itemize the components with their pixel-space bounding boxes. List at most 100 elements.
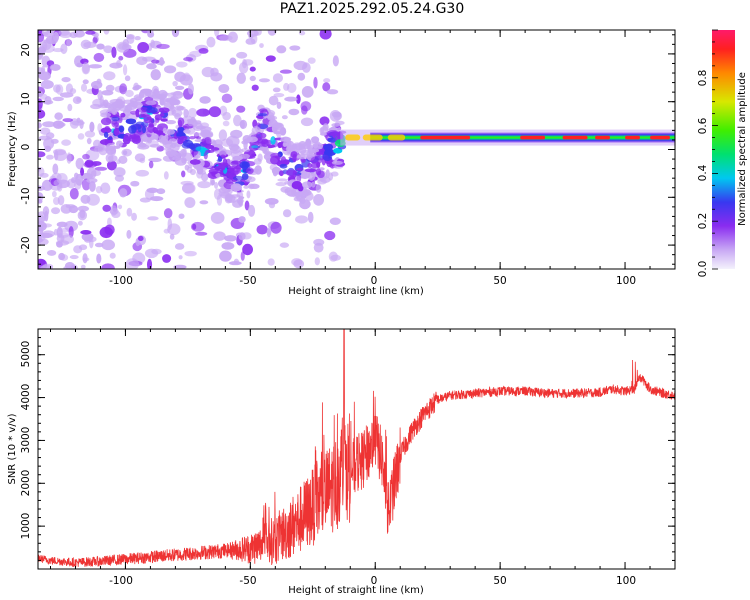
spectrogram-blob	[196, 136, 202, 140]
spectrogram-blob	[184, 197, 196, 209]
spectrogram-blob	[141, 126, 147, 134]
spectrogram-blob	[183, 129, 191, 134]
spectrogram-blob	[113, 127, 120, 136]
spectrogram-blob	[90, 170, 102, 177]
spectrogram-blob	[56, 173, 68, 185]
spectrogram-blob	[86, 137, 92, 145]
spectrogram-blob	[322, 82, 331, 92]
spectrogram-blob	[236, 72, 246, 84]
spectrogram-blob	[133, 82, 140, 91]
spectrogram-blob	[181, 182, 196, 194]
spectrogram-blob	[171, 30, 180, 38]
colorbar-tick-label: 0.2	[697, 213, 709, 230]
spectrogram-blob	[106, 142, 116, 151]
spectrogram-blob	[41, 230, 55, 238]
spectrogram-blob	[80, 167, 85, 176]
spectrogram-blob	[320, 132, 327, 136]
spectrogram-frame	[37, 29, 676, 270]
spectrogram-blob	[236, 197, 244, 205]
spectrogram-blob	[55, 84, 64, 95]
spectrogram-blob	[327, 137, 338, 143]
colorbar-tick-label: 0.8	[697, 70, 709, 87]
spectrogram-blob	[331, 123, 341, 127]
spectrogram-blob	[131, 212, 137, 221]
spectrogram-blob	[172, 80, 178, 87]
spectrogram-blob	[277, 178, 288, 182]
spectrogram-blob	[265, 55, 276, 62]
spectrogram-blob	[216, 194, 223, 206]
spectrogram-blob	[309, 151, 317, 157]
spectrogram-blob	[316, 170, 325, 179]
spectrogram-blob	[155, 117, 160, 123]
spectrogram-blob	[38, 221, 47, 232]
spectrogram-blob	[284, 96, 298, 102]
spectrogram-blob	[82, 153, 90, 160]
spectrogram-blob	[38, 166, 45, 177]
spectrogram-blob	[276, 129, 282, 138]
spectrogram-blob	[214, 181, 219, 189]
spectrogram-blob	[68, 226, 74, 238]
spectrogram-blob	[233, 114, 242, 127]
spectrogram-blob	[230, 160, 239, 166]
spectrogram-blob	[307, 211, 314, 224]
spectrogram-blob	[270, 155, 280, 165]
spectrogram-blob	[53, 149, 68, 161]
spectrogram-blob	[156, 188, 166, 195]
spectrogram-blob	[162, 254, 172, 263]
spectrogram-blob	[136, 106, 149, 113]
spectrogram-blob	[38, 98, 43, 110]
spectrogram-blob	[189, 159, 201, 165]
spectrogram-blob	[107, 155, 118, 162]
spectrogram-blob	[66, 152, 72, 164]
spectrogram-blob	[264, 197, 279, 205]
snr-panel: -100 -50 0 50 100 1000 2000 3000 4000 50…	[7, 328, 676, 596]
spectrogram-blob	[193, 164, 203, 170]
spectrogram-blob	[283, 82, 290, 91]
bottom-xtick-label: 50	[493, 575, 506, 587]
spectrogram-blob	[248, 33, 254, 39]
spectrogram-blob	[319, 30, 332, 40]
spectrogram-blob	[196, 169, 203, 179]
spectrogram-blob	[105, 84, 115, 92]
spectrogram-blob	[59, 92, 74, 98]
spectrogram-blob	[166, 120, 177, 125]
spectrogram-blob	[333, 147, 343, 154]
spectrogram-blob	[279, 163, 288, 169]
spectrogram-blob	[277, 142, 283, 149]
band-peak	[562, 135, 588, 140]
colorbar-tick-marks	[712, 29, 718, 270]
spectrogram-blob	[149, 118, 154, 127]
spectrogram-blob	[272, 87, 281, 93]
spectrogram-blob	[219, 250, 232, 262]
spectrogram-blob	[125, 33, 135, 40]
spectrogram-blob	[144, 188, 155, 200]
spectrogram-blob	[86, 193, 100, 206]
spectrogram-blob	[210, 179, 215, 186]
spectrogram-blob	[229, 57, 237, 65]
spectrogram-blob	[148, 160, 154, 169]
top-ytick-label: -10	[20, 187, 32, 204]
spectrogram-blob	[77, 220, 83, 226]
spectrogram-blob	[320, 126, 329, 134]
spectrogram-blob	[275, 181, 287, 187]
spectrogram-blob	[328, 251, 338, 262]
bottom-xtick-labels: -100 -50 0 50 100	[109, 575, 636, 587]
spectrogram-blob	[46, 250, 57, 256]
spectrogram-blob	[38, 71, 51, 81]
spectrogram-blob	[111, 116, 120, 122]
spectrogram-blob	[215, 172, 221, 178]
spectrogram-blob	[204, 136, 212, 145]
spectrogram-blob	[38, 109, 46, 119]
spectrogram-blob	[295, 215, 308, 224]
spectrogram-blob	[273, 93, 285, 98]
spectrogram-blob	[52, 190, 57, 198]
spectrogram-blob	[184, 250, 197, 257]
spectrogram-blob	[221, 93, 233, 103]
bottom-xaxis-label: Height of straight line (km)	[288, 585, 424, 596]
spectrogram-blob	[236, 191, 244, 198]
spectrogram-blob	[279, 170, 284, 177]
spectrogram-blob	[307, 163, 313, 168]
spectrogram-blob	[109, 102, 120, 106]
spectrogram-blob	[134, 36, 141, 41]
